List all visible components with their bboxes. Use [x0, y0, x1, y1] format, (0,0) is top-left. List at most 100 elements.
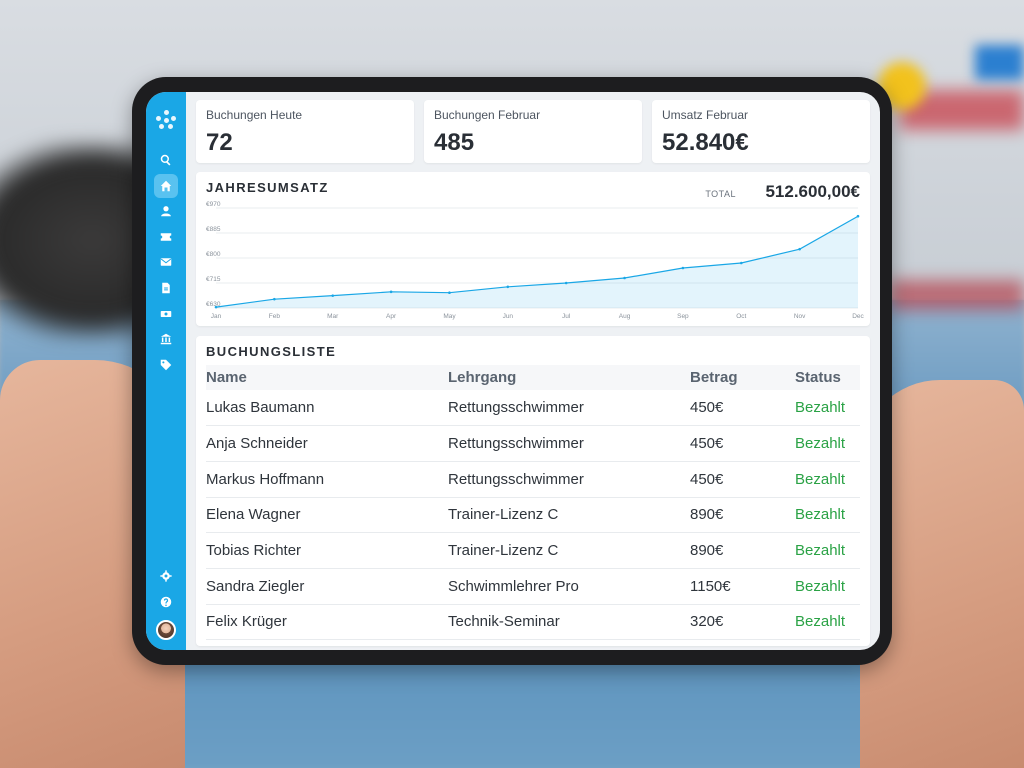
table-row[interactable]: Tobias Richter Trainer-Lizenz C 890€ Bezahl… [206, 532, 860, 569]
chart-data-point [273, 297, 276, 301]
background-lane-line [975, 45, 1024, 80]
column-header-status[interactable]: Status [795, 365, 860, 390]
stat-card-revenue-february: Umsatz Februar 52.840€ [652, 100, 870, 163]
cell-amount: 890€ [690, 532, 795, 569]
cell-name: Anja Schneider [206, 425, 448, 462]
stat-value: 52.840€ [662, 129, 749, 156]
gear-icon[interactable] [154, 564, 178, 588]
table-row[interactable]: Sandra Ziegler Schwimmlehrer Pro 1150€ Beza… [206, 568, 860, 605]
chart-x-tick-label: Apr [386, 313, 397, 320]
column-header-amount[interactable]: Betrag [690, 365, 795, 390]
chart-x-tick-label: Oct [736, 313, 746, 320]
chart-x-tick-label: Jan [211, 313, 222, 320]
chart-data-point [448, 291, 451, 295]
user-icon[interactable] [154, 199, 178, 223]
cell-status: Bezahlt [795, 568, 860, 605]
chart-y-tick-label: €885 [206, 226, 221, 233]
cell-status: Bezahlt [795, 532, 860, 569]
chart-data-point [856, 214, 860, 218]
chart-x-tick-label: Sep [677, 313, 689, 320]
chart-data-point [331, 294, 335, 297]
ticket-icon[interactable] [154, 225, 178, 249]
chart-area [216, 216, 858, 308]
chart-data-point [681, 266, 685, 270]
cell-course: Rettungsschwimmer [448, 425, 690, 462]
home-icon[interactable] [154, 173, 178, 198]
cell-name: Lukas Baumann [206, 390, 448, 427]
stat-value: 485 [434, 129, 475, 156]
stat-label: Buchungen Februar [434, 108, 541, 122]
cell-amount: 320€ [690, 604, 795, 641]
table-header-row: Name Lehrgang Betrag Status [206, 365, 860, 390]
chart-data-point [389, 290, 393, 294]
chart-data-point [506, 285, 510, 289]
table-row[interactable]: Felix Krüger Technik-Seminar 320€ Bezahlt [206, 604, 860, 641]
booking-table-body: Lukas Baumann Rettungsschwimmer 450€ Bezahl… [206, 390, 860, 641]
cell-amount: 450€ [690, 461, 795, 498]
mail-icon[interactable] [154, 250, 178, 274]
chart-x-tick-label: Dec [852, 313, 864, 320]
chart-x-tick-label: Aug [619, 313, 631, 320]
chart-x-tick-label: Jun [503, 313, 514, 320]
annual-revenue-card: JAHRESUMSATZ TOTAL 512.600,00€ €970 €885 €… [196, 172, 870, 326]
chart-total-value: 512.600,00€ [765, 182, 860, 201]
cell-status: Bezahlt [795, 461, 860, 498]
cell-name: Markus Hoffmann [206, 461, 448, 498]
sidebar [146, 92, 186, 650]
cell-course: Rettungsschwimmer [448, 461, 690, 498]
cell-amount: 450€ [690, 425, 795, 462]
cell-status: Bezahlt [795, 390, 860, 427]
search-icon[interactable] [154, 148, 178, 172]
stat-label: Buchungen Heute [206, 108, 303, 122]
chart-y-tick-label: €800 [206, 251, 221, 258]
chart-x-tick-label: Nov [794, 313, 806, 320]
column-header-course[interactable]: Lehrgang [448, 365, 690, 390]
document-icon[interactable] [154, 276, 178, 300]
sidebar-bottom [146, 564, 186, 640]
booking-table: Name Lehrgang Betrag Status Lukas Bauman… [206, 365, 860, 641]
table-row[interactable]: Lukas Baumann Rettungsschwimmer 450€ Bezahl… [206, 390, 860, 427]
cell-course: Trainer-Lizenz C [448, 532, 690, 569]
cell-course: Technik-Seminar [448, 604, 690, 641]
stats-row: Buchungen Heute 72 Buchungen Februar 485… [196, 100, 870, 163]
chart-x-tick-label: Feb [269, 313, 281, 320]
cell-status: Bezahlt [795, 425, 860, 462]
help-icon[interactable] [154, 590, 178, 614]
logo-icon [156, 110, 176, 130]
table-row[interactable]: Elena Wagner Trainer-Lizenz C 890€ Bezahlt [206, 497, 860, 534]
cell-amount: 890€ [690, 497, 795, 534]
chart-y-tick-label: €630 [206, 301, 221, 308]
tag-icon[interactable] [154, 353, 178, 377]
cell-name: Tobias Richter [206, 532, 448, 569]
stat-card-bookings-february: Buchungen Februar 485 [424, 100, 642, 163]
column-header-name[interactable]: Name [206, 365, 448, 390]
chart-y-tick-label: €715 [206, 276, 221, 283]
chart-data-point [798, 247, 801, 251]
cell-course: Trainer-Lizenz C [448, 497, 690, 534]
cell-name: Elena Wagner [206, 497, 448, 534]
cell-course: Schwimmlehrer Pro [448, 568, 690, 605]
chart-x-tick-label: May [443, 313, 456, 320]
avatar[interactable] [156, 620, 176, 640]
bank-icon[interactable] [154, 327, 178, 351]
cell-course: Rettungsschwimmer [448, 390, 690, 427]
booking-list-title: BUCHUNGSLISTE [206, 344, 337, 359]
stat-card-bookings-today: Buchungen Heute 72 [196, 100, 414, 163]
cell-name: Sandra Ziegler [206, 568, 448, 605]
cell-amount: 450€ [690, 390, 795, 427]
cell-amount: 1150€ [690, 568, 795, 605]
tablet-screen: Buchungen Heute 72 Buchungen Februar 485… [146, 92, 880, 650]
chart-title: JAHRESUMSATZ [206, 180, 329, 195]
cell-status: Bezahlt [795, 497, 860, 534]
cell-status: Bezahlt [795, 604, 860, 641]
chart-data-point [214, 305, 218, 309]
revenue-chart: €970 €885 €800 €715 €630 Jan Feb Mar Apr May Jun Ju… [206, 201, 865, 320]
chart-data-point [739, 261, 743, 265]
background-lane-line [890, 280, 1024, 310]
table-row[interactable]: Markus Hoffmann Rettungsschwimmer 450€ Beza… [206, 461, 860, 498]
chart-x-tick-label: Jul [562, 313, 571, 320]
money-icon[interactable] [154, 302, 178, 326]
stat-value: 72 [206, 129, 233, 156]
table-row[interactable]: Anja Schneider Rettungsschwimmer 450€ Bezah… [206, 425, 860, 462]
chart-data-point [564, 281, 568, 285]
